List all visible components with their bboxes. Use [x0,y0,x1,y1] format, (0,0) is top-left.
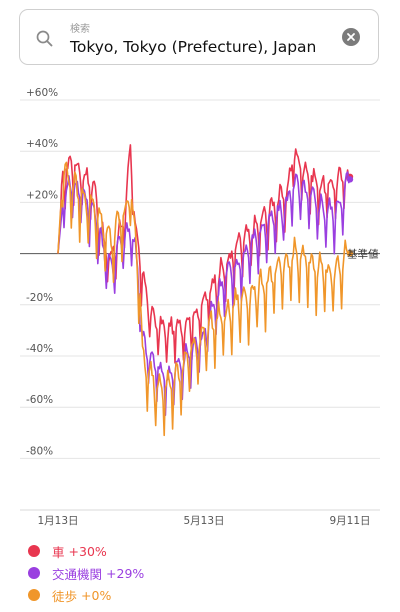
x-tick-label: 1月13日 [37,515,78,527]
legend-item-car: 車 +30% [28,540,144,562]
y-tick-label: -60% [26,394,53,406]
legend-change-walking: +0% [81,587,112,603]
series-end-point [346,250,354,257]
y-tick-label: -20% [26,292,53,304]
y-tick-label: +60% [26,87,58,99]
series-end-point [346,176,354,183]
legend-item-transit: 交通機関 +29% [28,562,144,584]
legend-change-transit: +29% [106,565,145,581]
legend: 車 +30% 交通機関 +29% 徒歩 +0% [28,540,144,606]
legend-dot-transit [28,567,40,579]
search-field[interactable]: 検索 Tokyo, Tokyo (Prefecture), Japan [19,9,379,65]
y-tick-label: +40% [26,138,58,150]
legend-dot-walking [28,589,40,601]
x-tick-label: 9月11日 [329,515,370,527]
legend-label-transit: 交通機関 [52,566,103,582]
legend-item-walking: 徒歩 +0% [28,584,144,606]
legend-dot-car [28,545,40,557]
y-tick-label: -80% [26,445,53,457]
y-tick-label: +20% [26,189,58,201]
legend-label-walking: 徒歩 [52,588,78,604]
legend-change-car: +30% [68,543,107,559]
baseline-label: 基準値 [347,248,379,261]
search-value[interactable]: Tokyo, Tokyo (Prefecture), Japan [70,38,317,56]
clear-icon[interactable] [342,28,360,46]
x-tick-label: 5月13日 [183,515,224,527]
mobility-chart: +60% +40% +20% -20% -40% -60% -80% 1月13日 5月13日 9月… [20,87,380,527]
legend-label-car: 車 [52,544,65,560]
series-line [57,161,351,437]
search-icon [36,30,53,47]
search-placeholder: 検索 [70,24,90,35]
y-tick-label: -40% [26,343,53,355]
